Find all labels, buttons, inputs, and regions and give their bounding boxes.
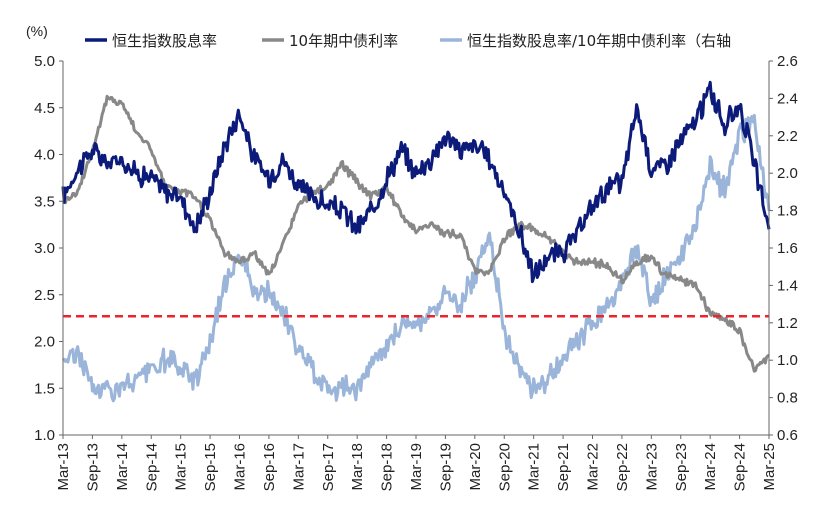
- x-tick-label: Mar-22: [585, 443, 602, 491]
- x-tick-label: Sep-18: [379, 443, 396, 491]
- x-tick-label: Sep-14: [143, 443, 160, 491]
- left-tick-label: 2.5: [34, 287, 55, 304]
- legend: 恒生指数股息率 10年期中债利率 恒生指数股息率/10年期中债利率（右轴: [85, 32, 731, 50]
- left-tick-label: 3.0: [34, 240, 55, 257]
- x-tick-label: Mar-21: [526, 443, 543, 491]
- right-tick-label: 2.0: [777, 165, 798, 182]
- left-tick-label: 3.5: [34, 193, 55, 210]
- legend-label-2: 10年期中债利率: [289, 32, 398, 50]
- left-tick-label: 4.0: [34, 147, 55, 164]
- legend-label-1: 恒生指数股息率: [112, 32, 217, 50]
- x-tick-label: Mar-14: [114, 443, 131, 491]
- x-tick-label: Mar-15: [173, 443, 190, 491]
- right-tick-label: 1.4: [777, 277, 798, 294]
- series-line-2: [61, 94, 770, 373]
- x-tick-label: Sep-24: [732, 443, 749, 491]
- x-tick-label: Mar-23: [643, 443, 660, 491]
- x-tick-label: Mar-20: [467, 443, 484, 491]
- x-tick-label: Sep-20: [496, 443, 513, 491]
- axes: 1.0 1.5 2.0 2.5 3.0 3.5 4.0 4.5 5.0 0.6 0.8 1.0 1.2 1…: [34, 53, 798, 491]
- y-unit-label: (%): [26, 23, 48, 39]
- x-tick-label: Mar-13: [55, 443, 72, 491]
- legend-label-3: 恒生指数股息率/10年期中债利率（右轴: [467, 32, 731, 50]
- x-tick-label: Sep-13: [84, 443, 101, 491]
- x-tick-label: Mar-19: [408, 443, 425, 491]
- x-tick-label: Mar-24: [702, 443, 719, 491]
- left-tick-label: 4.5: [34, 100, 55, 117]
- plot-area: [61, 80, 771, 403]
- x-tick-label: Sep-15: [202, 443, 219, 491]
- right-tick-label: 2.6: [777, 53, 798, 70]
- right-tick-label: 1.8: [777, 203, 798, 220]
- right-tick-label: 0.8: [777, 390, 798, 407]
- series-line-1: [61, 80, 771, 284]
- left-tick-label: 1.5: [34, 380, 55, 397]
- x-tick-label: Mar-16: [232, 443, 249, 491]
- x-tick-label: Sep-17: [320, 443, 337, 491]
- right-tick-label: 2.2: [777, 128, 798, 145]
- right-tick-label: 1.0: [777, 352, 798, 369]
- x-tick-label: Mar-25: [761, 443, 778, 491]
- left-tick-label: 1.0: [34, 427, 55, 444]
- x-tick-label: Sep-19: [437, 443, 454, 491]
- x-tick-label: Sep-22: [614, 443, 631, 491]
- right-tick-label: 2.4: [777, 90, 798, 107]
- x-tick-label: Sep-21: [555, 443, 572, 491]
- x-tick-label: Sep-23: [673, 443, 690, 491]
- left-tick-label: 5.0: [34, 53, 55, 70]
- x-tick-label: Sep-16: [261, 443, 278, 491]
- left-tick-label: 2.0: [34, 334, 55, 351]
- right-tick-label: 0.6: [777, 427, 798, 444]
- series-line-3: [61, 113, 771, 403]
- x-tick-label: Mar-17: [290, 443, 307, 491]
- x-tick-label: Mar-18: [349, 443, 366, 491]
- right-tick-label: 1.6: [777, 240, 798, 257]
- right-tick-label: 1.2: [777, 315, 798, 332]
